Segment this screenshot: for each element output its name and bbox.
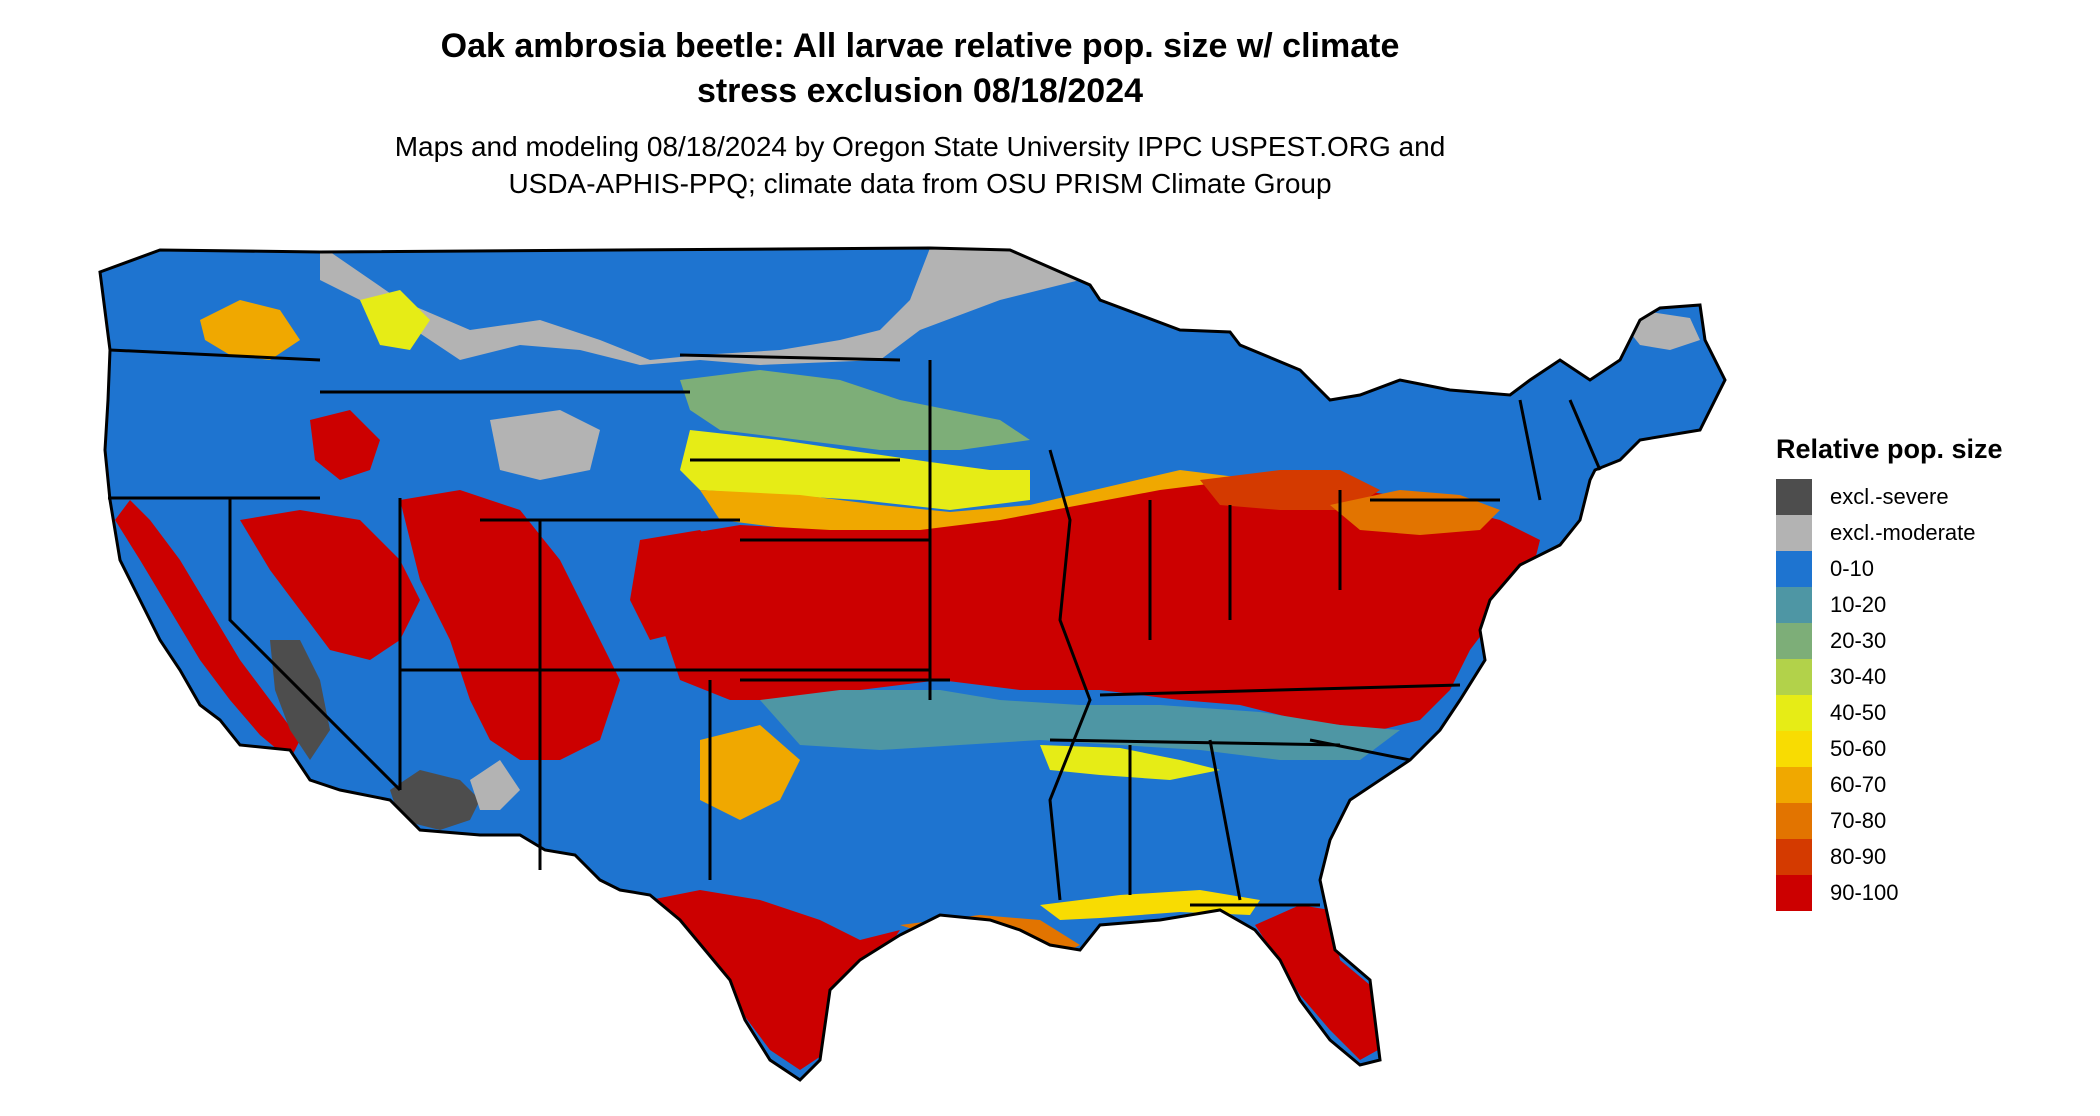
legend-item: 0-10 (1776, 551, 2003, 587)
region-40-50-plains (680, 430, 1030, 510)
region-60-70-plains (700, 470, 1260, 535)
border-tn-ky (1099, 683, 1461, 697)
legend-item: 90-100 (1776, 875, 2003, 911)
legend-swatch (1776, 803, 1812, 839)
border-new-england (1518, 399, 1602, 501)
legend-item: 20-30 (1776, 623, 2003, 659)
title-line-1: Oak ambrosia beetle: All larvae relative… (440, 27, 1400, 65)
legend-item: 60-70 (1776, 767, 2003, 803)
legend-swatch (1776, 731, 1812, 767)
legend-label: 0-10 (1830, 556, 1875, 581)
legend-label: 30-40 (1830, 664, 1887, 689)
region-excl-severe-nevada (270, 640, 330, 760)
legend-label: 90-100 (1830, 880, 1899, 905)
region-90-100-florida (1255, 905, 1378, 1060)
legend-item: excl.-moderate (1776, 515, 2003, 551)
legend-item: excl.-severe (1776, 479, 2003, 515)
border-ca-nv (228, 498, 402, 792)
region-90-100-southwest (400, 490, 620, 760)
region-90-100-california (115, 500, 300, 760)
legend-label: excl.-moderate (1830, 520, 1976, 545)
region-excl-moderate-wyoming (490, 410, 600, 480)
border-tn-south (1049, 738, 1341, 747)
legend-label: 60-70 (1830, 772, 1887, 797)
region-excl-moderate-arizona (470, 760, 520, 810)
legend-label: 10-20 (1830, 592, 1887, 617)
legend-items: excl.-severe excl.-moderate 0-10 10-20 20-30… (1776, 479, 2003, 911)
legend-swatch (1776, 587, 1812, 623)
region-90-100-central (650, 470, 1540, 730)
region-60-70-northwest (200, 300, 300, 360)
region-90-100-idaho (310, 410, 380, 480)
region-20-30-plains (680, 370, 1030, 450)
legend-item: 40-50 (1776, 695, 2003, 731)
legend-swatch (1776, 551, 1812, 587)
legend-label: excl.-severe (1830, 484, 1949, 509)
border-wa-or (109, 348, 321, 362)
region-40-50-montana (360, 290, 430, 350)
legend-item: 80-90 (1776, 839, 2003, 875)
legend-swatch (1776, 659, 1812, 695)
region-excl-moderate-north (320, 248, 1080, 365)
legend: Relative pop. size excl.-severe excl.-mod… (1776, 434, 2003, 911)
legend-swatch (1776, 839, 1812, 875)
region-excl-severe-arizona (390, 770, 480, 830)
region-80-90-ohio (1200, 470, 1380, 510)
legend-swatch (1776, 479, 1812, 515)
legend-label: 50-60 (1830, 736, 1887, 761)
legend-item: 50-60 (1776, 731, 2003, 767)
map-title: Oak ambrosia beetle: All larvae relative… (200, 24, 1640, 114)
border-mississippi (1048, 449, 1092, 901)
region-90-100-great-basin (240, 510, 420, 660)
legend-swatch (1776, 515, 1812, 551)
map-subtitle: Maps and modeling 08/18/2024 by Oregon S… (200, 128, 1640, 202)
legend-swatch (1776, 623, 1812, 659)
title-line-2: stress exclusion 08/18/2024 (696, 72, 1144, 110)
legend-label: 20-30 (1830, 628, 1887, 653)
subtitle-line-1: Maps and modeling 08/18/2024 by Oregon S… (394, 131, 1446, 162)
legend-swatch (1776, 695, 1812, 731)
border-dakotas (679, 353, 901, 362)
legend-item: 70-80 (1776, 803, 2003, 839)
legend-swatch (1776, 875, 1812, 911)
legend-label: 80-90 (1830, 844, 1887, 869)
legend-item: 10-20 (1776, 587, 2003, 623)
region-90-100-texas (650, 890, 900, 1070)
region-60-70-south (700, 725, 800, 820)
region-90-100-four-corners (630, 530, 730, 640)
legend-title: Relative pop. size (1776, 434, 2003, 464)
state-borders (98, 246, 1727, 1082)
border-sc-nc (1309, 738, 1411, 762)
legend-swatch (1776, 767, 1812, 803)
border-al-ga (1208, 739, 1242, 901)
legend-item: 30-40 (1776, 659, 2003, 695)
subtitle-line-2: USDA-APHIS-PPQ; climate data from OSU PR… (508, 168, 1332, 199)
legend-label: 70-80 (1830, 808, 1887, 833)
us-outline (98, 246, 1727, 1082)
legend-label: 40-50 (1830, 700, 1887, 725)
